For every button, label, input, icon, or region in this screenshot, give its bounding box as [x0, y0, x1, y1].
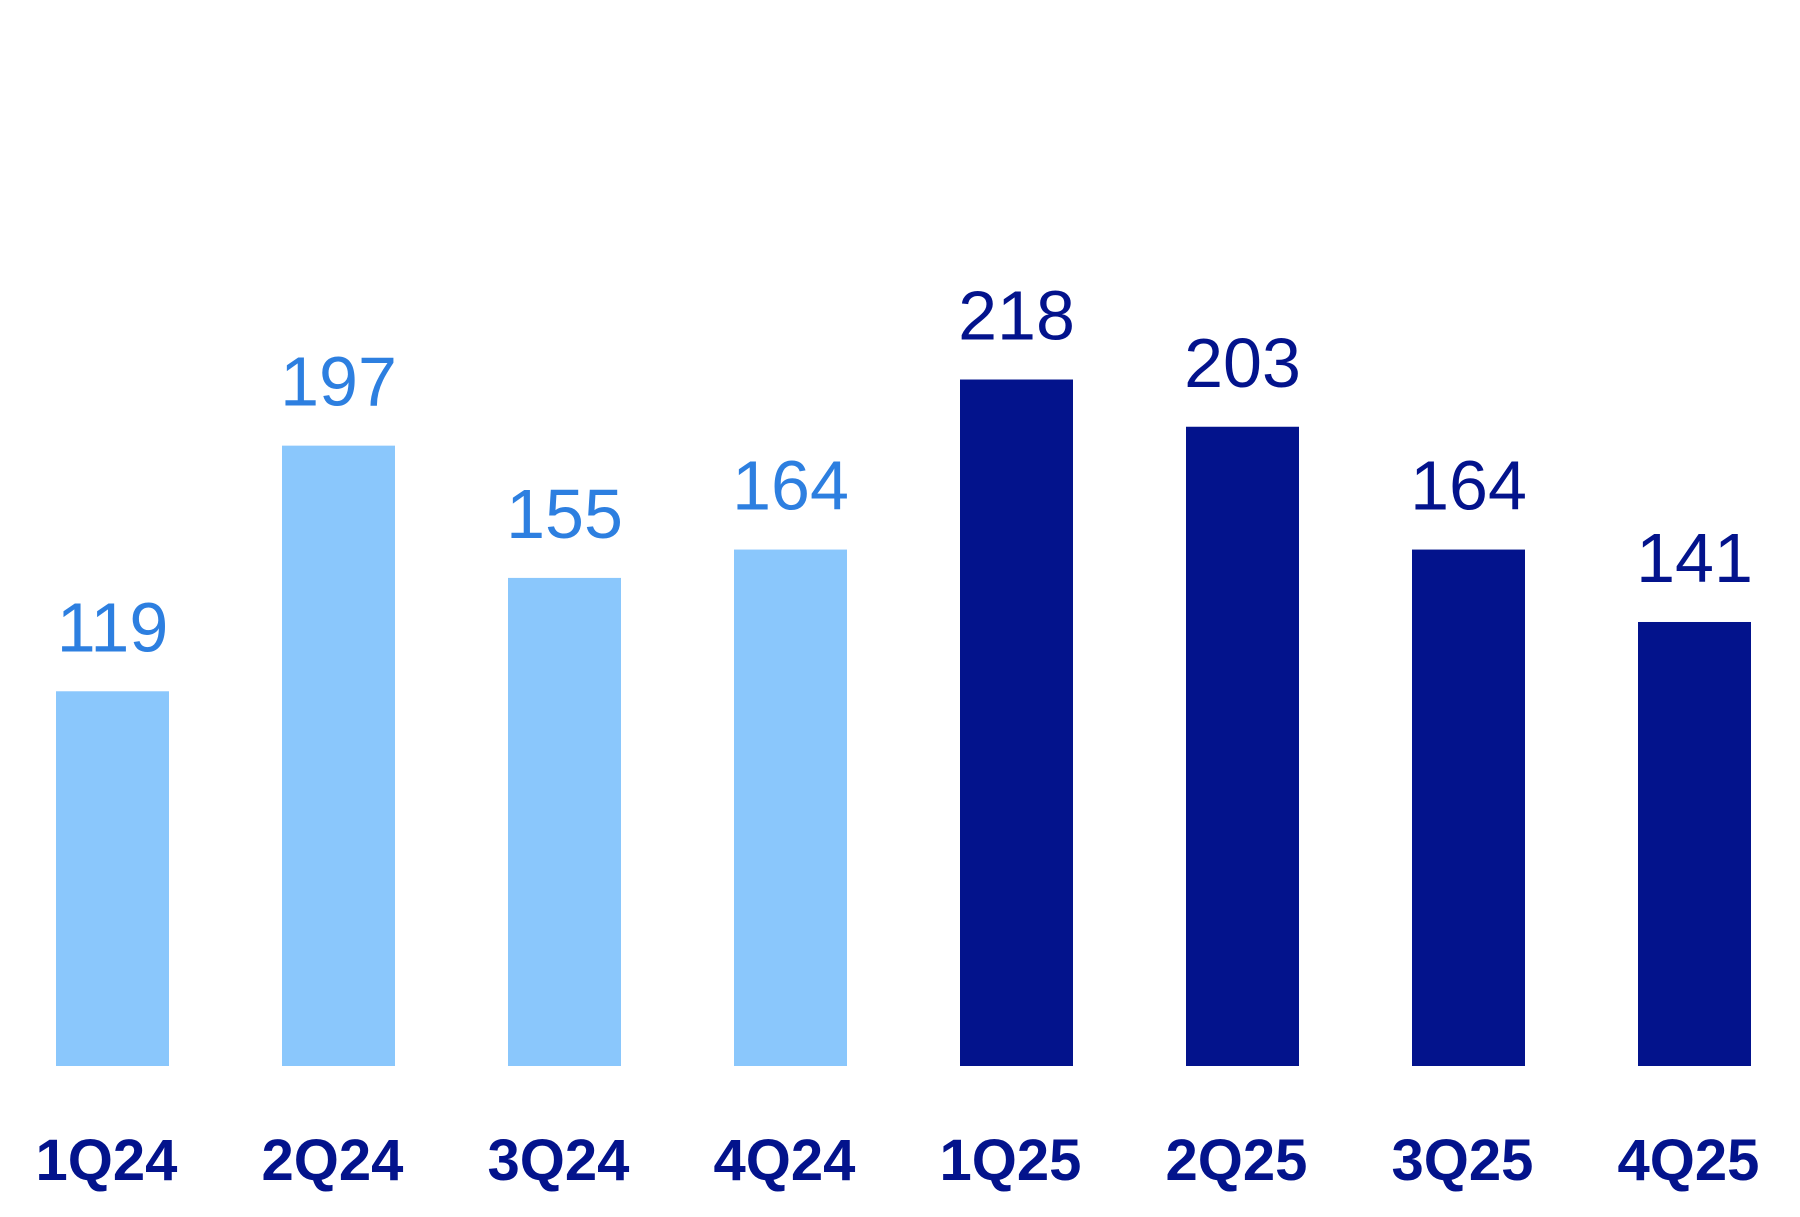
category-label-1q25: 1Q25	[940, 1128, 1082, 1193]
bar-4q24	[734, 549, 847, 1066]
bar-1q24	[56, 691, 169, 1066]
category-label-3q25: 3Q25	[1392, 1128, 1534, 1193]
value-label-3q24: 155	[506, 475, 623, 553]
value-label-1q25: 218	[958, 277, 1075, 355]
bars-layer	[56, 379, 1751, 1067]
category-labels-layer: 1Q24 2Q24 3Q24 4Q24 1Q25 2Q25 3Q25 4Q25	[36, 1128, 1760, 1193]
category-label-4q24: 4Q24	[714, 1128, 856, 1193]
value-label-4q25: 141	[1636, 519, 1753, 597]
category-label-2q24: 2Q24	[262, 1128, 404, 1193]
category-label-3q24: 3Q24	[488, 1128, 630, 1193]
value-label-4q24: 164	[732, 447, 849, 525]
bar-2q24	[282, 445, 395, 1067]
value-label-3q25: 164	[1410, 447, 1527, 525]
category-label-4q25: 4Q25	[1618, 1128, 1760, 1193]
bar-3q24	[508, 577, 621, 1066]
value-labels-layer: 119 197 155 164 218 203 164 141	[57, 277, 1753, 667]
bar-1q25	[960, 379, 1073, 1066]
category-label-2q25: 2Q25	[1166, 1128, 1308, 1193]
bar-2q25	[1186, 426, 1299, 1066]
category-label-1q24: 1Q24	[36, 1128, 178, 1193]
value-label-2q25: 203	[1184, 324, 1301, 402]
bar-4q25	[1638, 621, 1751, 1066]
value-label-2q24: 197	[280, 343, 397, 421]
value-label-1q24: 119	[57, 588, 169, 666]
bar-3q25	[1412, 549, 1525, 1066]
